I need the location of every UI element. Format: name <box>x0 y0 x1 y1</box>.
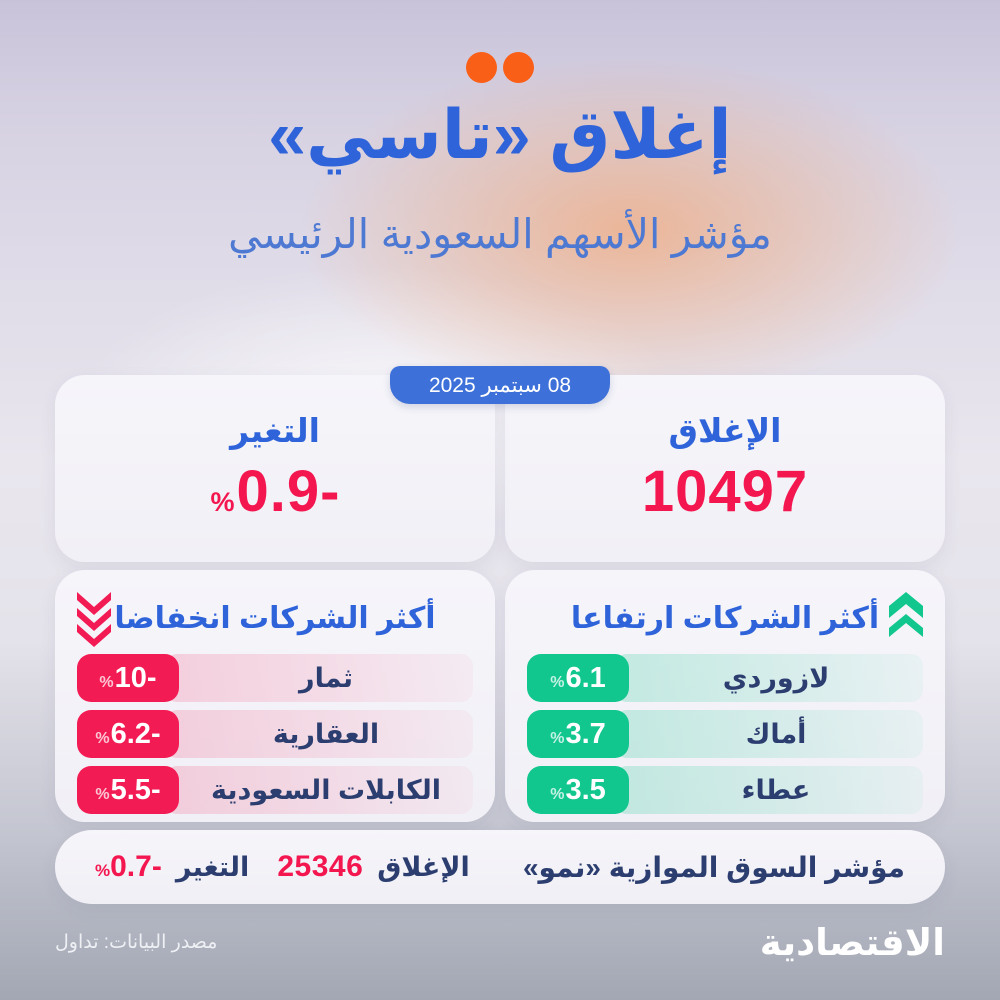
orange-dot-icon <box>503 52 534 83</box>
nomu-bar: مؤشر السوق الموازية «نمو» الإغلاق 25346 … <box>55 830 945 904</box>
close-label: الإغلاق <box>668 412 782 449</box>
loss-value: 6.2 <box>110 718 151 750</box>
loser-row: % 10 - ثمار <box>77 654 473 702</box>
minus-sign: - <box>150 774 161 806</box>
percent-symbol: % <box>95 861 111 880</box>
orange-dot-icon <box>466 52 497 83</box>
page-title: إغلاق «تاسي» <box>268 97 732 173</box>
percent-symbol: % <box>210 487 235 517</box>
gainer-row: % 3.5 عطاء <box>527 766 923 814</box>
nomu-close-label: الإغلاق <box>377 852 470 882</box>
minus-sign: - <box>151 850 162 883</box>
percent-symbol: % <box>550 674 565 691</box>
gainers-header: أكثر الشركات ارتفاعا <box>505 592 945 644</box>
gain-badge: % 6.1 <box>527 654 629 702</box>
change-number: 0.7 <box>110 850 152 883</box>
gain-value: 3.7 <box>565 718 606 750</box>
company-name: العقارية <box>165 710 473 758</box>
gain-value: 6.1 <box>565 662 606 694</box>
losers-title: أكثر الشركات انخفاضا <box>114 602 436 635</box>
losers-rows: % 10 - ثمار % 6.2 - العقارية % 5.5 - <box>55 654 495 814</box>
percent-symbol: % <box>550 786 565 803</box>
company-name: لازوردي <box>615 654 923 702</box>
close-value: 10497 <box>641 459 809 524</box>
top-gainers-card: أكثر الشركات ارتفاعا % 6.1 لازوردي % <box>505 570 945 822</box>
loss-value: 5.5 <box>110 774 151 806</box>
percent-symbol: % <box>95 730 110 747</box>
loss-value: 10 <box>114 662 147 694</box>
gainers-rows: % 6.1 لازوردي % 3.7 أماك % 3.5 <box>505 654 945 814</box>
loser-row: % 6.2 - العقارية <box>77 710 473 758</box>
change-number: 0.9 <box>236 459 321 524</box>
chevrons-up-icon <box>889 592 923 637</box>
minus-sign: - <box>150 718 161 750</box>
nomu-change-label: التغير <box>175 852 250 882</box>
publisher-logo: الاقتصادية <box>759 921 945 963</box>
footer: الاقتصادية مصدر البيانات: تداول <box>0 912 1000 972</box>
loss-badge: % 5.5 - <box>77 766 179 814</box>
percent-symbol: % <box>550 730 565 747</box>
minus-sign: - <box>146 662 157 694</box>
data-source: مصدر البيانات: تداول <box>55 931 218 953</box>
close-card: الإغلاق 10497 <box>505 375 945 562</box>
company-name: عطاء <box>615 766 923 814</box>
percent-symbol: % <box>99 674 114 691</box>
page-subtitle: مؤشر الأسهم السعودية الرئيسي <box>228 211 772 257</box>
gain-value: 3.5 <box>565 774 606 806</box>
change-label: التغير <box>230 412 320 449</box>
gainer-row: % 6.1 لازوردي <box>527 654 923 702</box>
gainer-row: % 3.7 أماك <box>527 710 923 758</box>
loser-row: % 5.5 - الكابلات السعودية <box>77 766 473 814</box>
loss-badge: % 10 - <box>77 654 179 702</box>
nomu-stats: الإغلاق 25346 التغير % 0.7 - <box>95 850 470 884</box>
company-name: ثمار <box>165 654 473 702</box>
minus-sign: - <box>320 459 340 524</box>
gain-badge: % 3.7 <box>527 710 629 758</box>
gainers-title: أكثر الشركات ارتفاعا <box>570 602 880 635</box>
change-card: التغير % 0.9 - <box>55 375 495 562</box>
loss-badge: % 6.2 - <box>77 710 179 758</box>
change-value: % 0.9 - <box>55 458 495 525</box>
nomu-change-value: % 0.7 - <box>95 850 162 884</box>
nomu-title: مؤشر السوق الموازية «نمو» <box>522 851 905 883</box>
brand-dots <box>0 52 1000 83</box>
losers-header: أكثر الشركات انخفاضا <box>55 592 495 647</box>
gain-badge: % 3.5 <box>527 766 629 814</box>
company-name: الكابلات السعودية <box>165 766 473 814</box>
company-name: أماك <box>615 710 923 758</box>
top-losers-card: أكثر الشركات انخفاضا % 10 - ثمار <box>55 570 495 822</box>
nomu-close-value: 25346 <box>277 850 364 883</box>
date-badge: 08 سبتمبر 2025 <box>390 366 610 404</box>
percent-symbol: % <box>95 786 110 803</box>
chevrons-down-icon <box>77 592 111 647</box>
